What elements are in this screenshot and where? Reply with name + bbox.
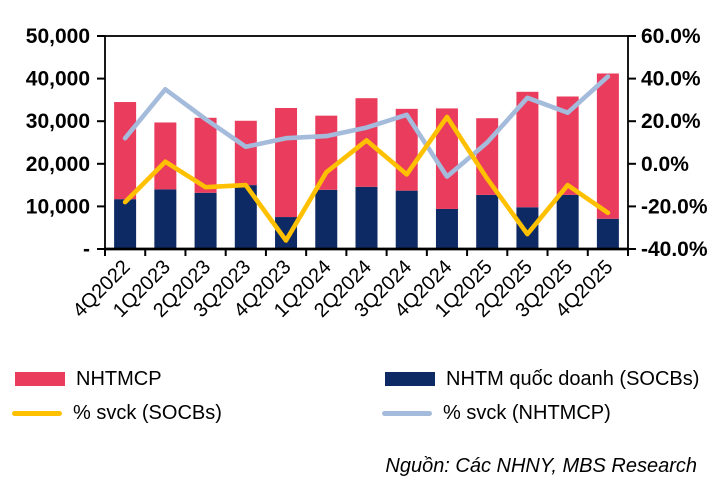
legend-swatch-nhtmcp [15, 372, 65, 386]
x-axis-labels: 4Q20221Q20232Q20233Q20234Q20231Q20242Q20… [69, 249, 629, 322]
axis-tick-label: -40.0% [641, 238, 708, 261]
bar-segment-socb [194, 192, 217, 249]
axis-tick-label: 40.0% [641, 68, 701, 91]
legend-item-svck-nhtmcp: % svck (NHTMCP) [382, 402, 611, 424]
legend-swatch-svck-nhtmcp [382, 410, 432, 416]
bar-segment-nhtmcp [596, 73, 619, 219]
source-note: Nguồn: Các NHNY, MBS Research [385, 455, 697, 477]
bar-segment-nhtmcp [234, 120, 257, 186]
legend-label-socbs: NHTM quốc doanh (SOCBs) [446, 367, 700, 390]
bar-segment-nhtmcp [114, 102, 137, 200]
axis-tick-label: 0.0% [641, 153, 689, 176]
legend-item-nhtmcp: NHTMCP [15, 368, 162, 390]
bar-segment-nhtmcp [275, 107, 298, 218]
axis-tick-label: 40,000 [26, 68, 90, 91]
bar-segment-socb [395, 190, 418, 249]
legend-swatch-svck-socbs [12, 410, 62, 416]
axis-tick-label: 60.0% [641, 25, 701, 48]
bar-segment-socb [476, 194, 499, 249]
bar-segment-socb [355, 186, 378, 249]
combo-chart: - 10,000 20,000 30,000 40,000 50,000 -40.0% -20… [26, 25, 708, 322]
bar-segment-socb [556, 194, 579, 249]
legend-label-svck-socbs: % svck (SOCBs) [73, 401, 222, 424]
bar-segment-socb [114, 199, 137, 249]
bar-segment-socb [315, 189, 338, 249]
axis-tick-label: 20.0% [641, 110, 701, 133]
y-axis-left: - 10,000 20,000 30,000 40,000 50,000 [26, 25, 105, 261]
y-axis-right: -40.0% -20.0% 0.0% 20.0% 40.0% 60.0% [628, 25, 708, 261]
axis-tick-label: 20,000 [26, 153, 90, 176]
line-svck-socbs [122, 114, 611, 243]
legend-swatch-socbs [385, 372, 435, 386]
bar-segment-socb [435, 208, 458, 249]
bar-segment-nhtmcp [556, 96, 579, 195]
axis-tick-label: 10,000 [26, 195, 90, 218]
legend-item-svck-socbs: % svck (SOCBs) [12, 402, 222, 424]
axis-tick-label: 30,000 [26, 110, 90, 133]
legend-item-socbs: NHTM quốc doanh (SOCBs) [385, 368, 699, 390]
bar-segment-nhtmcp [395, 108, 418, 191]
bar-segment-nhtmcp [194, 117, 217, 193]
bar-segment-socb [516, 207, 539, 249]
axis-tick-label: 50,000 [26, 25, 90, 48]
axis-tick-label: -20.0% [641, 195, 708, 218]
bar-segment-nhtmcp [315, 115, 338, 190]
bar-segment-nhtmcp [476, 118, 499, 195]
bar-segment-nhtmcp [154, 122, 177, 190]
bar-segment-nhtmcp [435, 108, 458, 209]
bar-segment-socb [234, 185, 257, 249]
bar-segment-nhtmcp [516, 91, 539, 208]
legend-label-nhtmcp: NHTMCP [76, 367, 162, 390]
bars [114, 73, 619, 249]
legend-label-svck-nhtmcp: % svck (NHTMCP) [443, 401, 611, 424]
bar-segment-socb [596, 218, 619, 249]
bar-segment-socb [154, 189, 177, 249]
bar-segment-socb [275, 217, 298, 249]
axis-tick-label: - [83, 238, 90, 261]
line-svck-nhtmcp [122, 74, 611, 179]
